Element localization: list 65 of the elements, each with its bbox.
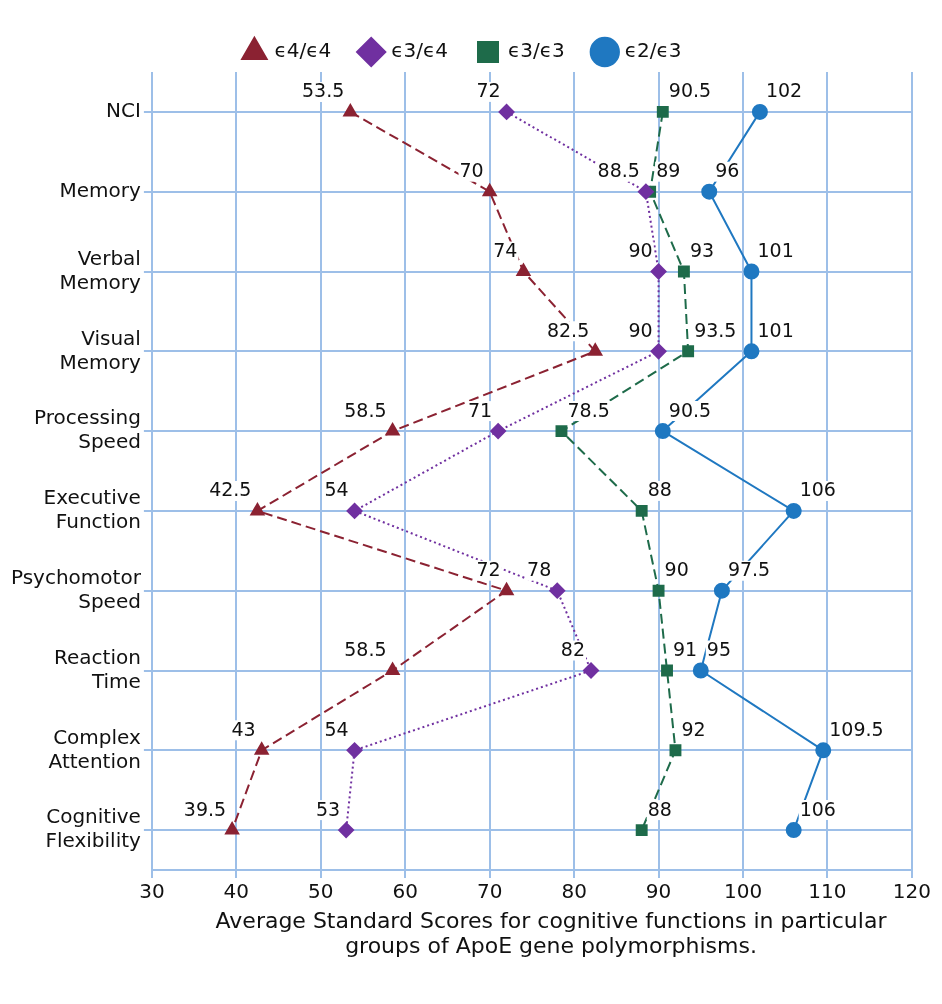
legend-label: ϵ3/ϵ4: [391, 38, 448, 63]
x-tick-label: 80: [561, 879, 587, 904]
data-label: 74: [493, 238, 518, 261]
x-tick-label: 30: [139, 879, 165, 904]
data-label: 90: [628, 238, 653, 261]
x-tick-label: 40: [223, 879, 250, 904]
data-label: 71: [467, 398, 493, 421]
data-label: 102: [765, 79, 803, 102]
data-label: 109.5: [829, 717, 884, 740]
data-label: 97.5: [727, 558, 771, 581]
y-tick-label: Executive Function: [43, 485, 141, 534]
y-tick-label: Psychomotor Speed: [10, 564, 142, 613]
data-label: 90.5: [668, 398, 712, 421]
data-label: 54: [324, 478, 349, 501]
y-tick-label: Memory: [59, 177, 142, 202]
data-label: 42.5: [209, 478, 252, 501]
data-label: 90: [664, 558, 689, 581]
y-tick-label: NCI: [106, 98, 141, 123]
data-label: 53: [315, 797, 341, 820]
data-label: 88.5: [597, 159, 640, 182]
legend-label: ϵ4/ϵ4: [274, 38, 332, 63]
data-label: 88: [647, 797, 672, 820]
data-label: 78: [527, 558, 552, 581]
x-tick-label: 50: [308, 879, 334, 904]
x-tick-label: 90: [645, 879, 672, 904]
x-tick-label: 100: [723, 879, 763, 904]
data-label: 39.5: [183, 797, 227, 820]
data-label: 82: [560, 637, 586, 660]
data-label: 106: [799, 797, 836, 820]
y-tick-label: Processing Speed: [34, 405, 141, 454]
x-tick-label: 110: [808, 879, 847, 904]
legend-label: ϵ3/ϵ3: [508, 38, 565, 63]
data-label: 101: [757, 318, 794, 341]
data-label: 91: [673, 637, 698, 660]
y-tick-label: Visual Memory: [59, 325, 142, 374]
data-label: 53.5: [302, 79, 345, 102]
x-tick-label: 70: [476, 879, 503, 904]
x-tick-label: 120: [892, 879, 932, 904]
data-label: 58.5: [344, 398, 387, 421]
data-label: 72: [476, 79, 501, 102]
y-tick-label: Complex Attention: [48, 724, 142, 773]
data-label: 78.5: [567, 398, 610, 421]
data-label: 93: [689, 238, 715, 261]
text: Average Standard Scores for cognitive functions in particular groups of ApoE gene polymorphisms.: [214, 908, 888, 958]
y-tick-label: Reaction Time: [54, 644, 141, 693]
data-label: 43: [231, 717, 256, 740]
x-tick-label: 60: [392, 879, 418, 904]
data-label: 70: [459, 159, 484, 182]
data-label: 54: [324, 717, 349, 740]
y-tick-label: Verbal Memory: [59, 245, 142, 294]
data-label: 89: [656, 159, 681, 182]
data-label: 92: [681, 717, 706, 740]
data-label: 88: [647, 478, 672, 501]
data-label: 90: [628, 318, 653, 341]
data-label: 90.5: [668, 79, 712, 102]
y-tick-label: Cognitive Flexibility: [45, 804, 142, 853]
data-label: 72: [476, 558, 501, 581]
data-label: 95: [706, 637, 731, 660]
data-label: 93.5: [694, 318, 737, 341]
data-label: 96: [715, 159, 740, 182]
legend-label: ϵ2/ϵ3: [624, 38, 682, 63]
data-label: 101: [757, 238, 794, 261]
data-label: 58.5: [344, 637, 387, 660]
data-label: 82.5: [546, 318, 590, 341]
data-label: 106: [799, 478, 836, 501]
